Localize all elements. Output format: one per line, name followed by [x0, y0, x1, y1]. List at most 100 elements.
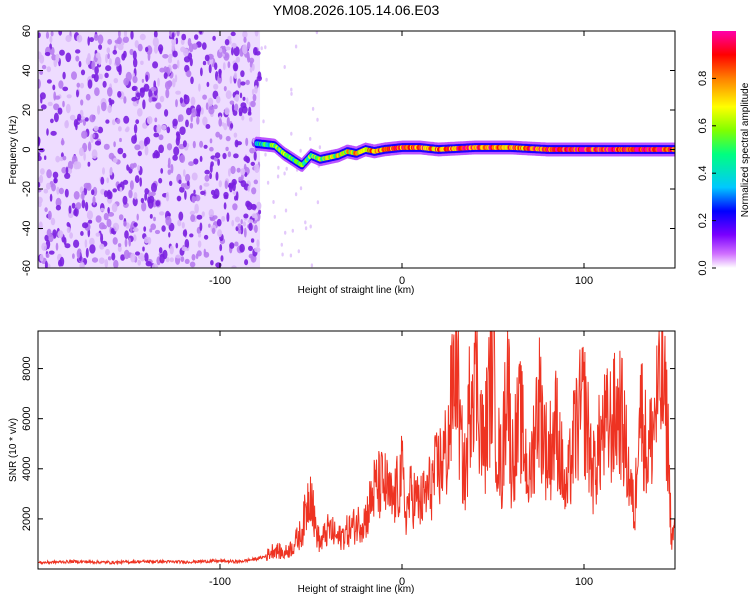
noise-speck: [254, 31, 259, 37]
noise-speck: [233, 132, 238, 138]
noise-speck: [247, 185, 250, 192]
noise-speck: [102, 167, 105, 175]
noise-speck: [102, 80, 107, 88]
noise-speck: [289, 253, 293, 258]
noise-speck: [194, 203, 199, 214]
noise-speck: [89, 244, 96, 254]
noise-speck: [133, 124, 138, 134]
noise-speck: [91, 189, 95, 196]
noise-speck: [94, 140, 102, 146]
noise-speck: [309, 136, 312, 141]
noise-speck: [40, 168, 45, 175]
noise-speck: [290, 91, 293, 96]
noise-speck: [167, 80, 173, 87]
noise-speck: [177, 219, 182, 227]
colorbar-tick-label: 0.4: [697, 166, 709, 181]
noise-speck: [106, 218, 112, 228]
noise-speck: [265, 77, 268, 82]
noise-speck: [91, 60, 96, 71]
noise-speck: [59, 256, 65, 267]
noise-speck: [216, 218, 222, 227]
noise-speck: [85, 93, 91, 101]
noise-speck: [133, 222, 138, 227]
noise-speck: [117, 245, 122, 252]
noise-speck: [189, 261, 196, 268]
noise-speck: [104, 259, 109, 268]
noise-speck: [155, 151, 160, 159]
noise-speck: [100, 176, 105, 185]
noise-speck: [113, 141, 116, 148]
noise-speck: [254, 164, 260, 173]
noise-speck: [117, 91, 122, 98]
colorbar-ticks: 0.0 0.2 0.4 0.6 0.8: [697, 71, 716, 276]
noise-speck: [227, 61, 231, 69]
noise-speck: [178, 179, 182, 184]
noise-speck: [256, 239, 260, 248]
noise-speck: [134, 144, 141, 151]
noise-speck: [243, 227, 247, 238]
noise-speck: [161, 225, 166, 232]
noise-speck: [245, 79, 250, 86]
noise-speck: [248, 106, 252, 115]
noise-speck: [184, 258, 190, 264]
noise-speck: [41, 242, 47, 251]
noise-speck: [38, 137, 41, 147]
noise-speck: [149, 214, 153, 219]
noise-speck: [140, 60, 144, 65]
noise-speck: [65, 34, 72, 43]
noise-speck: [203, 234, 209, 240]
noise-speck: [181, 33, 187, 41]
noise-speck: [195, 194, 201, 202]
noise-speck: [73, 161, 80, 170]
noise-speck: [176, 195, 182, 202]
noise-speck: [72, 253, 75, 259]
y-tick-label: 0: [21, 146, 33, 152]
noise-speck: [62, 71, 66, 80]
noise-speck: [80, 69, 86, 76]
noise-speck: [128, 189, 133, 199]
noise-speck: [134, 175, 140, 184]
noise-speck: [103, 212, 109, 221]
noise-speck: [65, 166, 69, 175]
noise-speck: [39, 253, 44, 262]
noise-speck: [144, 137, 148, 147]
noise-speck: [225, 135, 231, 142]
noise-speck: [123, 77, 129, 86]
noise-speck: [242, 221, 246, 227]
noise-speck: [231, 42, 237, 49]
colorbar: 0.0 0.2 0.4 0.6 0.8 Normalized spectral ampl…: [697, 31, 750, 276]
noise-speck: [111, 203, 118, 213]
noise-speck: [207, 97, 214, 107]
noise-speck: [217, 112, 223, 118]
noise-speck: [231, 219, 235, 227]
noise-speck: [234, 241, 239, 247]
noise-speck: [210, 260, 214, 266]
noise-speck: [152, 152, 156, 159]
noise-speck: [151, 263, 159, 268]
x-tick-label: 100: [575, 275, 593, 287]
noise-speck: [222, 45, 227, 55]
noise-speck: [162, 54, 169, 59]
noise-speck: [183, 169, 186, 177]
noise-speck: [64, 243, 71, 249]
noise-speck: [247, 219, 254, 224]
y-tick-label: -20: [21, 181, 33, 197]
noise-speck: [240, 70, 245, 78]
noise-speck: [186, 180, 190, 186]
noise-speck: [222, 152, 227, 160]
noise-speck: [116, 36, 123, 45]
noise-speck: [193, 189, 196, 195]
noise-speck: [250, 161, 255, 166]
noise-speck: [150, 191, 156, 197]
noise-speck: [123, 96, 127, 104]
noise-speck: [184, 190, 187, 200]
noise-speck: [53, 177, 58, 184]
noise-speck: [185, 119, 189, 128]
noise-speck: [144, 145, 149, 156]
noise-speck: [180, 256, 185, 262]
noise-speck: [136, 213, 139, 221]
noise-speck: [87, 161, 91, 167]
noise-speck: [142, 246, 145, 252]
noise-speck: [253, 179, 258, 185]
noise-speck: [155, 200, 161, 207]
